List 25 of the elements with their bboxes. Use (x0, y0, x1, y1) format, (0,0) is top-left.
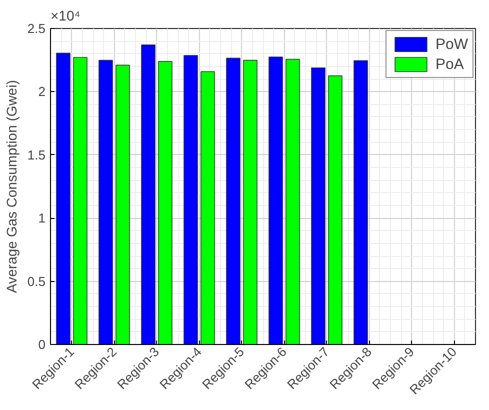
bar (354, 60, 368, 344)
legend-label: PoW (435, 36, 468, 52)
y-axis-title: Average Gas Consumption (Gwei) (3, 80, 20, 293)
bar (286, 58, 300, 344)
bar (268, 56, 283, 344)
y-tick-label: 1.5 (27, 147, 46, 162)
bar (184, 55, 198, 344)
bar (73, 56, 88, 344)
bar (158, 61, 172, 344)
text: ×10⁴ (50, 8, 80, 24)
bar (243, 60, 258, 344)
bar (311, 67, 326, 344)
bar (141, 44, 156, 344)
y-tick-label: 0.5 (27, 274, 46, 289)
y-tick-label: 0 (38, 337, 46, 352)
y-tick-label: 2.5 (27, 21, 46, 36)
bar (116, 64, 130, 344)
bar (98, 60, 113, 344)
bar (328, 75, 342, 344)
bar (226, 58, 240, 344)
bar (56, 52, 70, 344)
bar (200, 71, 215, 344)
legend-label: PoA (435, 56, 464, 72)
y-tick-label: 1 (38, 210, 46, 226)
y-tick-label: 2 (38, 84, 46, 100)
